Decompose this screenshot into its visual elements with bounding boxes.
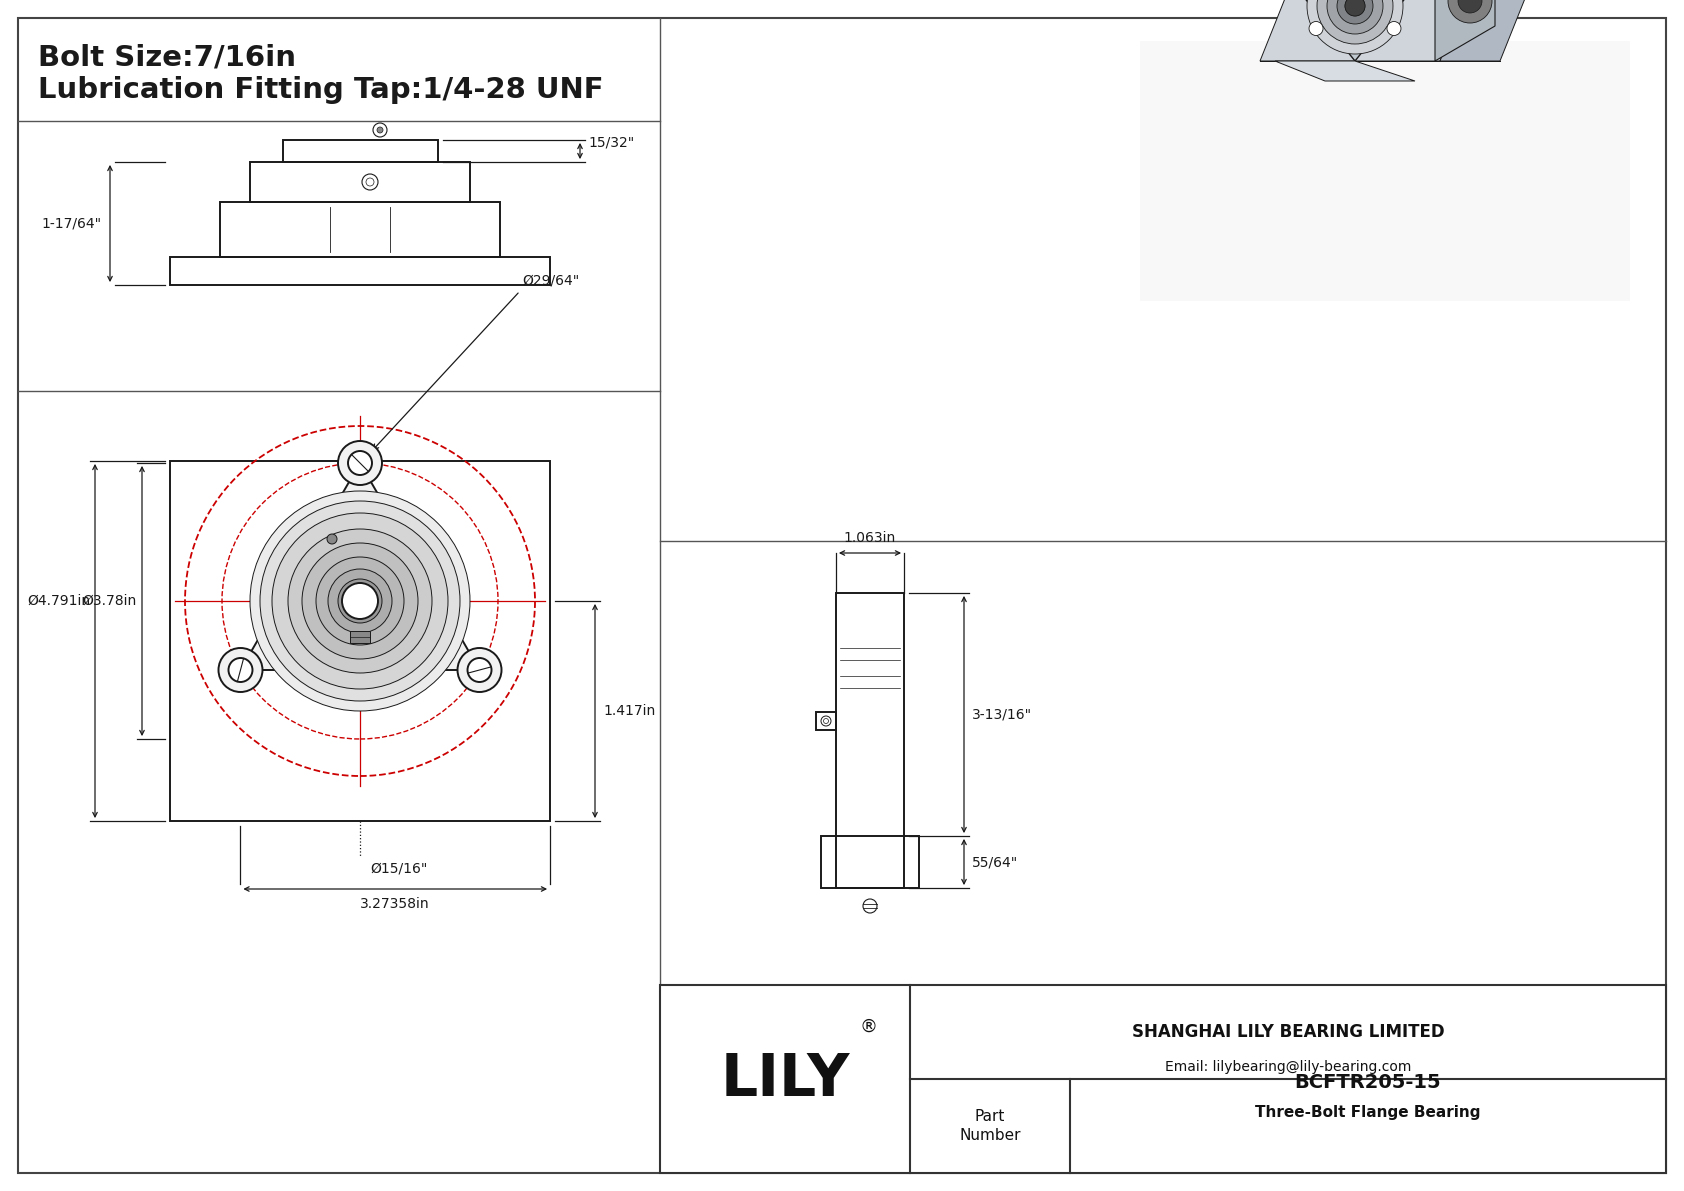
Circle shape xyxy=(219,648,263,692)
Circle shape xyxy=(1346,0,1366,15)
Circle shape xyxy=(372,123,387,137)
Polygon shape xyxy=(241,463,480,671)
Circle shape xyxy=(259,501,460,701)
Text: Bolt Size:7/16in: Bolt Size:7/16in xyxy=(39,43,296,71)
Text: Email: lilybearing@lily-bearing.com: Email: lilybearing@lily-bearing.com xyxy=(1165,1060,1411,1074)
Circle shape xyxy=(288,529,433,673)
Polygon shape xyxy=(1260,0,1480,61)
Circle shape xyxy=(1317,0,1393,44)
Polygon shape xyxy=(1435,0,1495,61)
Circle shape xyxy=(1308,21,1324,36)
Circle shape xyxy=(338,579,382,623)
Circle shape xyxy=(338,441,382,485)
Circle shape xyxy=(1307,0,1403,54)
Circle shape xyxy=(468,657,492,682)
Circle shape xyxy=(1327,0,1383,35)
Bar xyxy=(1140,40,1630,301)
Circle shape xyxy=(273,513,448,690)
Polygon shape xyxy=(1275,61,1415,81)
Text: 3.27358in: 3.27358in xyxy=(360,897,429,911)
Text: 1.063in: 1.063in xyxy=(844,531,896,545)
Bar xyxy=(817,712,835,730)
Text: Three-Bolt Flange Bearing: Three-Bolt Flange Bearing xyxy=(1255,1105,1480,1121)
Bar xyxy=(822,836,919,888)
Bar xyxy=(660,985,1665,1173)
Circle shape xyxy=(317,557,404,646)
Circle shape xyxy=(249,491,470,711)
Polygon shape xyxy=(1440,0,1539,61)
Circle shape xyxy=(862,899,877,913)
Text: 55/64": 55/64" xyxy=(972,855,1019,869)
Bar xyxy=(835,593,904,888)
Bar xyxy=(249,162,470,202)
Circle shape xyxy=(458,648,502,692)
Text: 1-17/64": 1-17/64" xyxy=(42,217,103,231)
Text: BCFTR205-15: BCFTR205-15 xyxy=(1295,1073,1442,1092)
Circle shape xyxy=(377,127,382,133)
Polygon shape xyxy=(1275,0,1435,61)
Bar xyxy=(170,257,551,285)
Text: Ø15/16": Ø15/16" xyxy=(370,861,428,875)
Circle shape xyxy=(362,174,377,191)
Circle shape xyxy=(822,716,830,727)
Circle shape xyxy=(328,569,392,632)
Text: ®: ® xyxy=(859,1018,877,1036)
Text: SHANGHAI LILY BEARING LIMITED: SHANGHAI LILY BEARING LIMITED xyxy=(1132,1023,1445,1041)
Circle shape xyxy=(1448,0,1492,23)
Circle shape xyxy=(1346,0,1366,15)
Bar xyxy=(170,461,551,821)
Text: Part
Number: Part Number xyxy=(960,1109,1021,1143)
Text: Ø29/64": Ø29/64" xyxy=(522,273,579,287)
Text: 1.417in: 1.417in xyxy=(603,704,655,718)
Circle shape xyxy=(301,543,418,659)
Circle shape xyxy=(349,451,372,475)
Text: Ø3.78in: Ø3.78in xyxy=(83,594,136,607)
Circle shape xyxy=(229,657,253,682)
Circle shape xyxy=(342,584,377,619)
Bar xyxy=(221,202,500,257)
Text: Ø4.791in: Ø4.791in xyxy=(27,594,89,607)
Circle shape xyxy=(327,534,337,544)
Text: 15/32": 15/32" xyxy=(588,136,635,150)
Text: Lubrication Fitting Tap:1/4-28 UNF: Lubrication Fitting Tap:1/4-28 UNF xyxy=(39,76,603,104)
Bar xyxy=(350,631,370,643)
Text: 3-13/16": 3-13/16" xyxy=(972,707,1032,722)
Circle shape xyxy=(1388,21,1401,36)
Circle shape xyxy=(1458,0,1482,13)
Circle shape xyxy=(1337,0,1372,24)
Text: LILY: LILY xyxy=(721,1050,850,1108)
Bar xyxy=(283,141,438,162)
